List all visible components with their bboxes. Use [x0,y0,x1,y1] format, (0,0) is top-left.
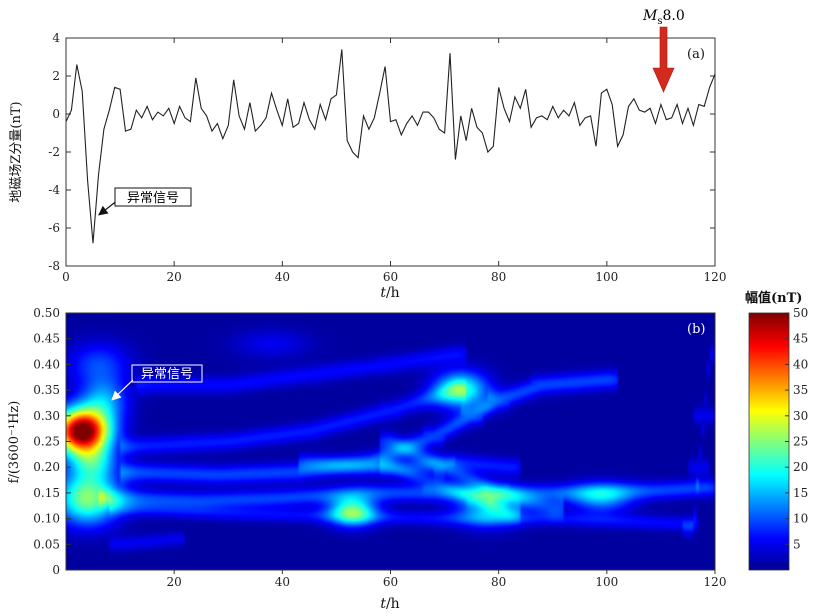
colorbar-title: 幅值(nT) [745,290,802,306]
y-tick-label: 0.40 [33,357,60,371]
x-tick-label: 0 [62,270,70,284]
x-tick-label: 40 [275,575,290,589]
panel-a-x-axis-label-t: t [380,285,386,301]
ms-event-label: Ms8.0 [642,8,685,27]
panel-a-x-axis-label-unit: /h [386,285,400,301]
panel-b-x-axis-label-unit: /h [386,596,400,612]
ms-event-annotation: Ms8.0 [642,8,685,93]
y-tick-label: -8 [48,259,60,273]
y-tick-label: 4 [52,31,60,45]
ms-event-m: M [642,8,658,24]
colorbar-tick-label: 40 [793,357,808,371]
y-tick-label: 0.20 [33,460,60,474]
panel-a: 420-2-4-6-8 0 20 40 60 80 100 120 (a) 地磁场Z分量(n… [9,8,726,301]
colorbar-tick-label: 30 [793,409,808,423]
anomaly-label-b: 异常信号 [141,367,193,382]
y-tick-label: -4 [48,183,60,197]
y-tick-label: 0.45 [33,332,60,346]
colorbar-tick-label: 50 [793,306,808,320]
y-tick-label: 2 [52,69,60,83]
panel-b-heatmap [66,313,715,570]
y-tick-label: 0.05 [33,537,60,551]
x-tick-label: 120 [704,575,727,589]
y-tick-label: 0 [52,563,60,577]
panel-b-x-axis-label: t/h [380,596,399,612]
panel-b-x-ticks: 20 40 60 80 100 120 [167,570,727,589]
panel-a-x-axis-label: t/h [380,285,399,301]
colorbar-tick-label: 20 [793,460,808,474]
y-tick-label: 0.50 [33,306,60,320]
y-tick-label: 0.15 [33,486,60,500]
colorbar-gradient [748,312,790,571]
y-tick-label: 0 [52,107,60,121]
x-tick-label: 100 [595,575,618,589]
panel-a-y-ticks: 4 2 0 -2 -4 -6 -8 [48,31,715,273]
panel-b-y-ticks: 0.50 0.45 0.40 0.35 0.30 0.25 0.20 0.15 0.10 0.05… [33,306,71,577]
y-tick-label: 0.10 [33,512,60,526]
panel-a-y-axis-label: 地磁场Z分量(nT) [9,101,24,202]
colorbar-tick-label: 25 [793,435,808,449]
anomaly-label-box-a [114,187,192,207]
x-tick-label: 40 [275,270,290,284]
x-tick-label: 80 [491,270,506,284]
colorbar-ticks: 50 45 40 35 30 25 20 15 10 5 [785,306,808,551]
anomaly-arrow-b [111,379,134,401]
colorbar-tick-label: 45 [793,332,808,346]
x-tick-label: 120 [704,270,727,284]
colorbar-tick-label: 35 [793,383,808,397]
panel-b-y-axis-label: f/(3600⁻¹Hz) [7,401,22,484]
panel-a-label: (a) [687,47,705,62]
panel-b: 0.50 0.45 0.40 0.35 0.30 0.25 0.20 0.15 0.10 0.05… [7,306,726,612]
x-tick-label: 60 [383,575,398,589]
ms-event-arrow [652,26,675,93]
anomaly-annotation-b: 异常信号 [111,364,203,401]
panel-b-label: (b) [687,322,705,337]
y-tick-label: 0.35 [33,383,60,397]
x-tick-label: 60 [383,270,398,284]
colorbar-tick-label: 15 [793,486,808,500]
colorbar-tick-label: 10 [793,512,808,526]
anomaly-label-a: 异常信号 [127,191,179,206]
x-tick-label: 100 [595,270,618,284]
panel-b-x-axis-label-t: t [380,596,386,612]
y-tick-label: 0.30 [33,409,60,423]
anomaly-annotation-a: 异常信号 [98,187,192,216]
x-tick-label: 20 [167,575,182,589]
colorbar: 幅值(nT) 50 45 40 35 30 25 20 15 10 5 [745,290,808,571]
y-tick-label: -2 [48,145,60,159]
panel-a-series-line [66,49,715,244]
anomaly-label-box-b [131,364,203,383]
ms-event-sub: s [657,16,662,27]
x-tick-label: 80 [491,575,506,589]
x-tick-label: 20 [167,270,182,284]
panel-a-frame [65,37,716,267]
colorbar-tick-label: 5 [793,537,801,551]
y-tick-label: 0.25 [33,435,60,449]
panel-a-x-ticks: 0 20 40 60 80 100 120 [62,38,726,284]
y-tick-label: -6 [48,221,60,235]
ms-event-magnitude: 8.0 [662,8,684,24]
